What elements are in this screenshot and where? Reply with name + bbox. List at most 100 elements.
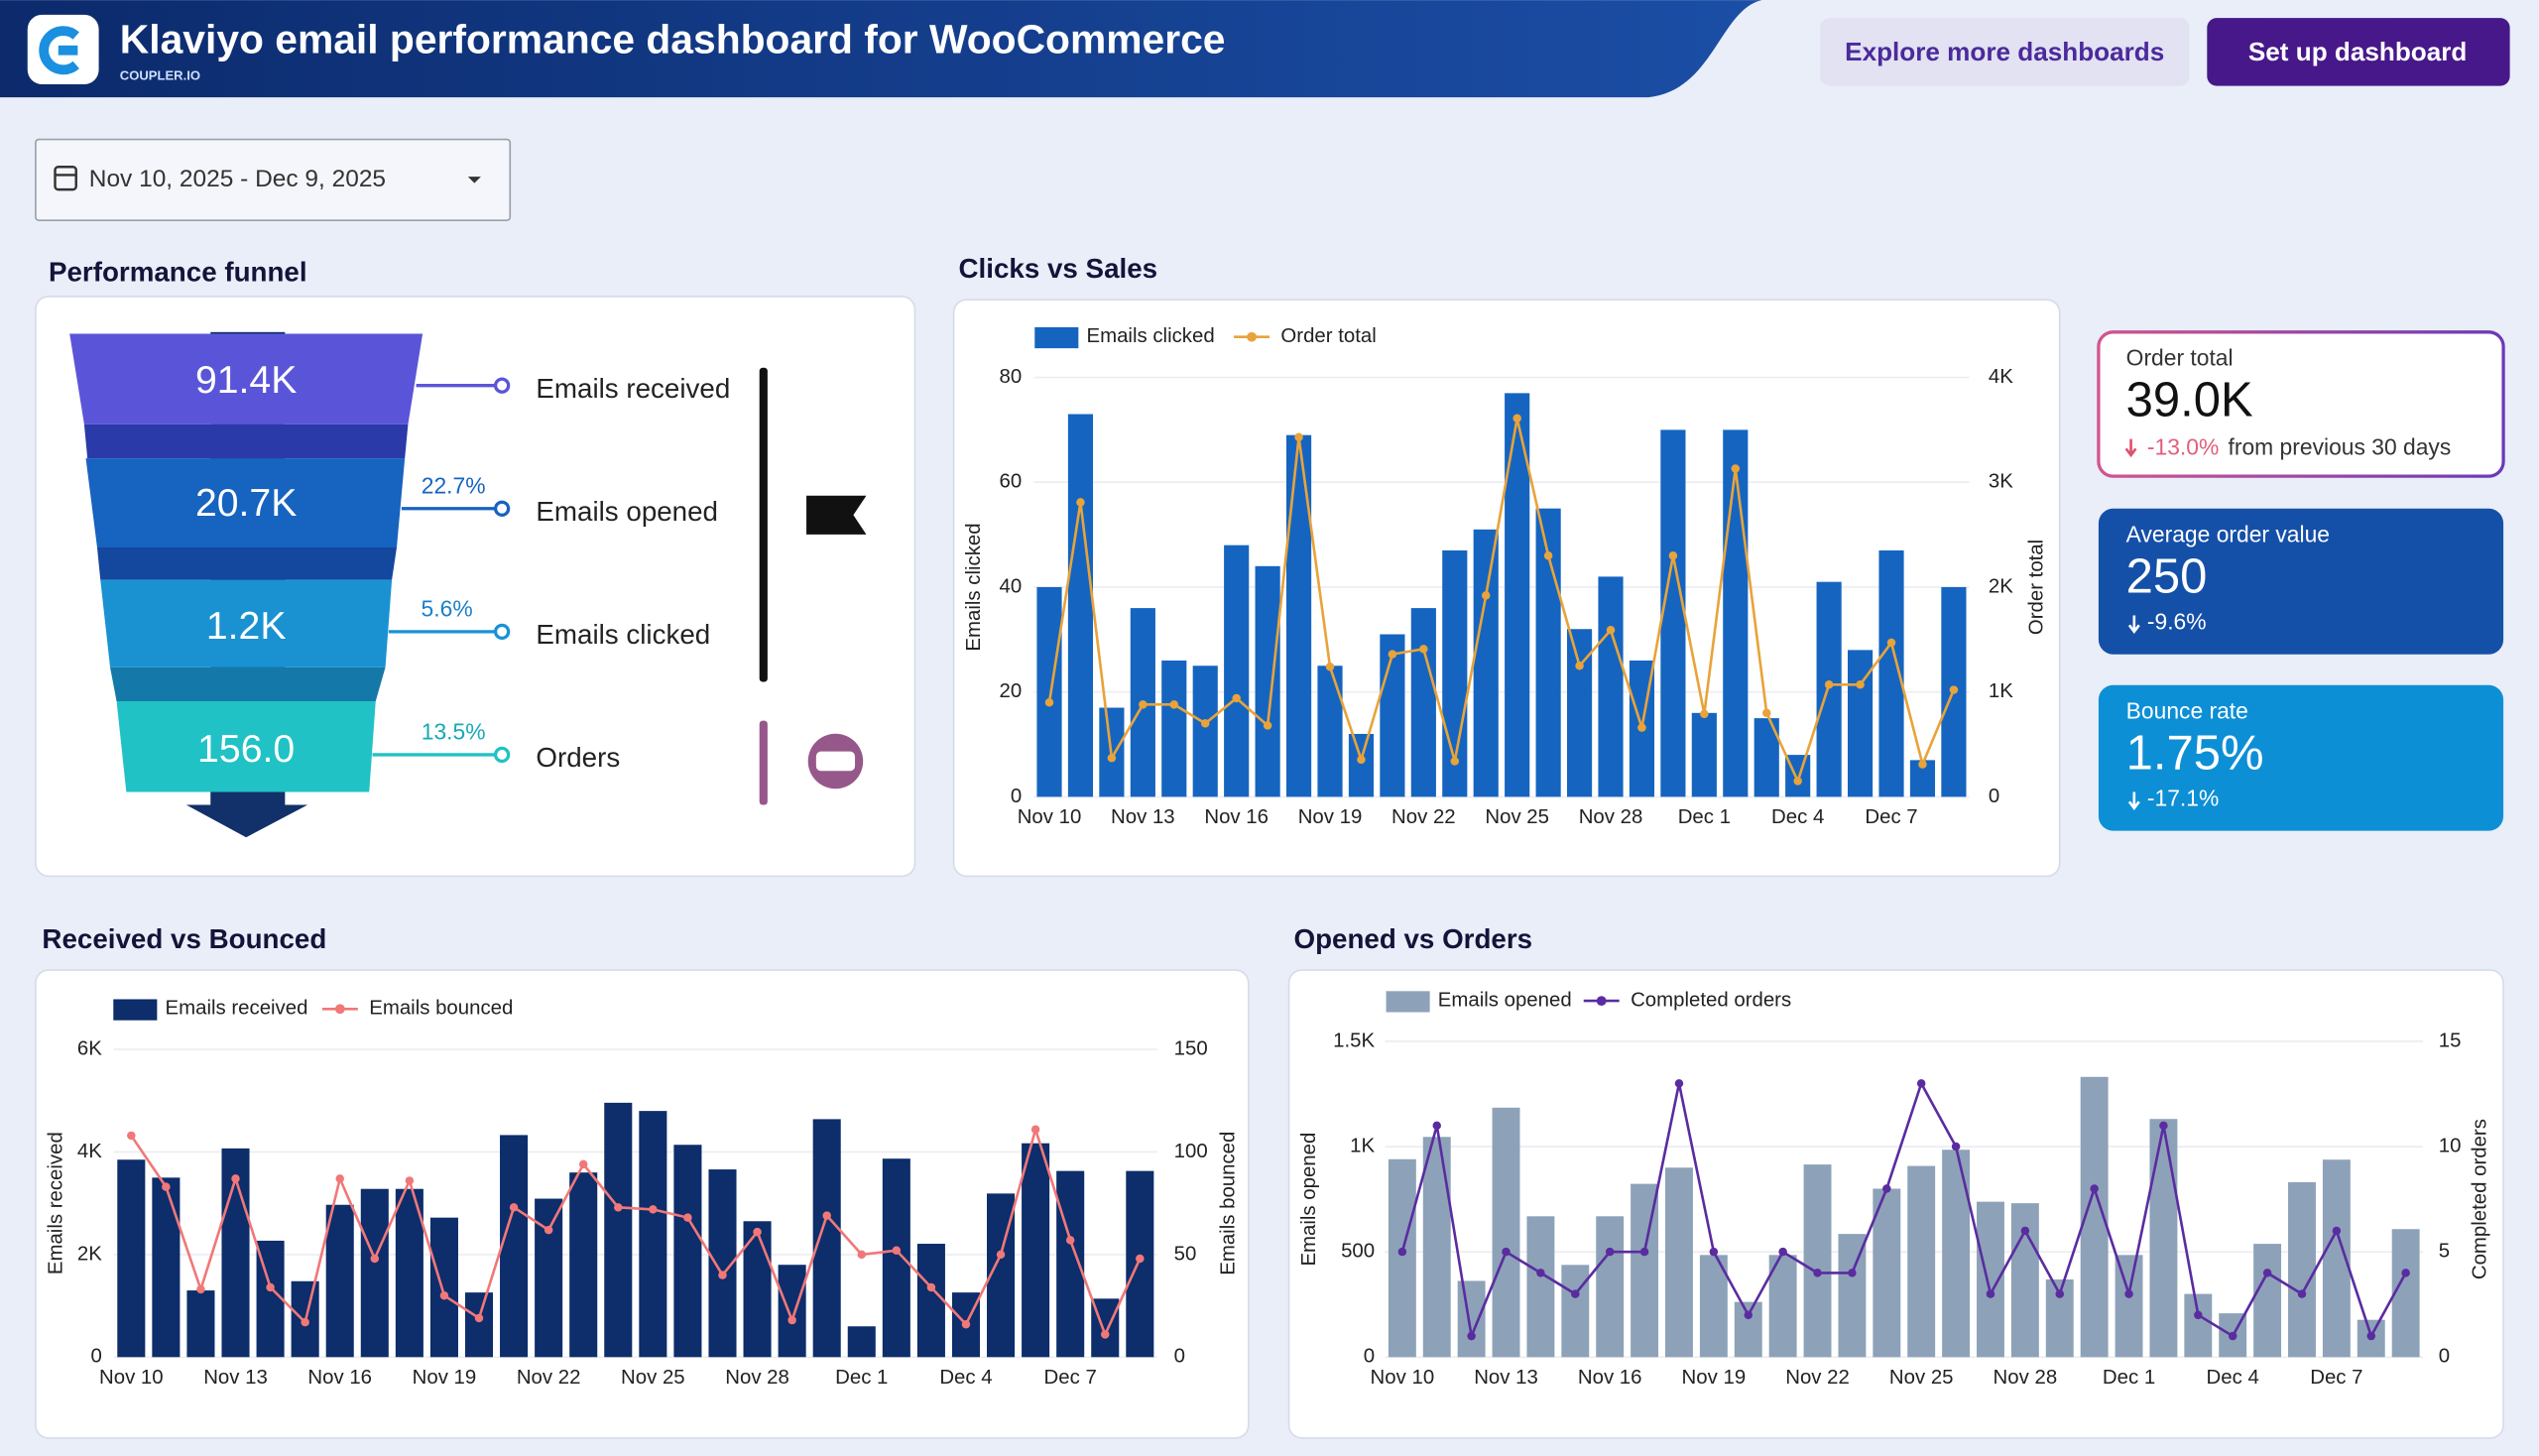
y2-tick-label: 50 [1174,1243,1197,1265]
button-label[interactable]: Explore more dashboards [1845,37,2164,66]
line-point [1543,551,1553,560]
y-tick-label: 1K [1350,1135,1375,1156]
explore-button[interactable]: Explore more dashboards [1820,18,2190,86]
funnel-dot [493,377,511,394]
funnel-arrow [185,804,308,838]
funnel-dot [493,623,511,641]
line-point [578,1159,588,1169]
calendar-icon [54,166,77,191]
bar [1803,1164,1832,1358]
y-tick-label: 60 [1000,471,1023,493]
funnel-label: Emails clicked [536,619,710,650]
date-picker-box[interactable] [35,138,512,221]
date-range[interactable]: Nov 10, 2025 - Dec 9, 2025 [89,166,386,192]
line-point [961,1319,971,1329]
line [130,1125,1142,1338]
line-point [2124,1289,2133,1298]
line-point [2366,1331,2376,1341]
line-point [2055,1289,2065,1298]
kpi-bg [2098,508,2504,655]
line-point [509,1203,519,1212]
legend-swatch [113,999,158,1021]
bar [1255,565,1280,797]
line-point [1065,1236,1075,1245]
line-point [753,1227,762,1237]
bar [569,1172,598,1358]
bar [221,1148,250,1358]
line-point [2194,1310,2203,1320]
x-tick-label: Dec 7 [1865,806,1917,828]
line-point [1263,721,1272,730]
line-point [1886,638,1896,648]
bar [360,1188,389,1358]
x-tick-label: Nov 22 [517,1367,581,1389]
line-point [1778,1247,1787,1257]
y2-tick-label: 0 [2439,1346,2450,1368]
line-point [1709,1247,1719,1257]
y-tick-label: 40 [1000,575,1023,597]
y-tick-label: 1.5K [1333,1030,1375,1051]
kpi-value: 1.75% [2126,727,2264,781]
kpi-bg [2098,684,2504,831]
bar [1348,733,1375,797]
bar [395,1188,423,1358]
legend-swatch [1247,331,1257,342]
bar [2391,1229,2420,1358]
x-tick-label: Dec 4 [1771,806,1824,828]
date-picker[interactable]: Nov 10, 2025 - Dec 9, 2025 [35,138,512,221]
funnel-label: Emails opened [536,496,718,527]
line-point [1107,754,1117,763]
button-label[interactable]: Set up dashboard [2248,37,2468,66]
line-point [1951,1142,1961,1152]
line-point [1397,1247,1407,1257]
x-tick-label: Dec 1 [2103,1367,2155,1389]
x-tick-label: Nov 22 [1785,1367,1850,1389]
line-point [1700,709,1709,719]
kpi-value: 250 [2126,550,2208,604]
kpi-label: Order total [2126,345,2234,371]
line [1047,418,1956,786]
bar [429,1217,458,1358]
x-tick-label: Nov 10 [1371,1367,1435,1389]
line-point [1139,700,1148,709]
woo-icon [815,751,856,772]
line-point [301,1317,309,1327]
line-point [1200,719,1210,728]
funnel: 91.4K 20.7K 1.2K 156.0 22.7% 5.6% 13.5% … [69,331,867,838]
funnel-joint [110,667,386,702]
line-point [1044,698,1054,707]
line-point [1848,1269,1857,1277]
funnel-joint [83,424,409,459]
bar [1317,666,1343,797]
line-point [1813,1269,1822,1277]
bar [1388,1158,1416,1358]
x-tick-label: Dec 7 [2310,1367,2362,1389]
bar [882,1158,910,1358]
y2-tick-label: 15 [2439,1030,2462,1051]
funnel-joint [96,546,398,580]
y-tick-label: 0 [1364,1346,1375,1368]
x-tick-label: Nov 10 [1018,806,1082,828]
bar [1526,1216,1555,1358]
y-tick-label: 500 [1341,1241,1375,1263]
kpi-value: 39.0K [2126,374,2253,427]
kpi-card: Bounce rate 1.75% -17.1% [2098,684,2504,831]
line-point [1986,1289,1995,1298]
kpi-bg [2097,330,2505,478]
x-tick-label: Dec 4 [2207,1367,2259,1389]
line-point [1606,626,1616,635]
line-point [822,1211,831,1220]
bar [1380,634,1405,797]
bar [2253,1244,2282,1358]
button-bg[interactable] [2207,18,2510,86]
legend-swatch [1034,326,1079,349]
button-bg[interactable] [1820,18,2190,86]
setup-button[interactable]: Set up dashboard [2207,18,2510,86]
dropdown-caret [467,177,481,183]
funnel-dot [493,500,511,517]
bar [2010,1203,2039,1358]
woo-bar [759,720,768,805]
line-point [439,1291,449,1300]
legend-swatch [334,1004,345,1015]
